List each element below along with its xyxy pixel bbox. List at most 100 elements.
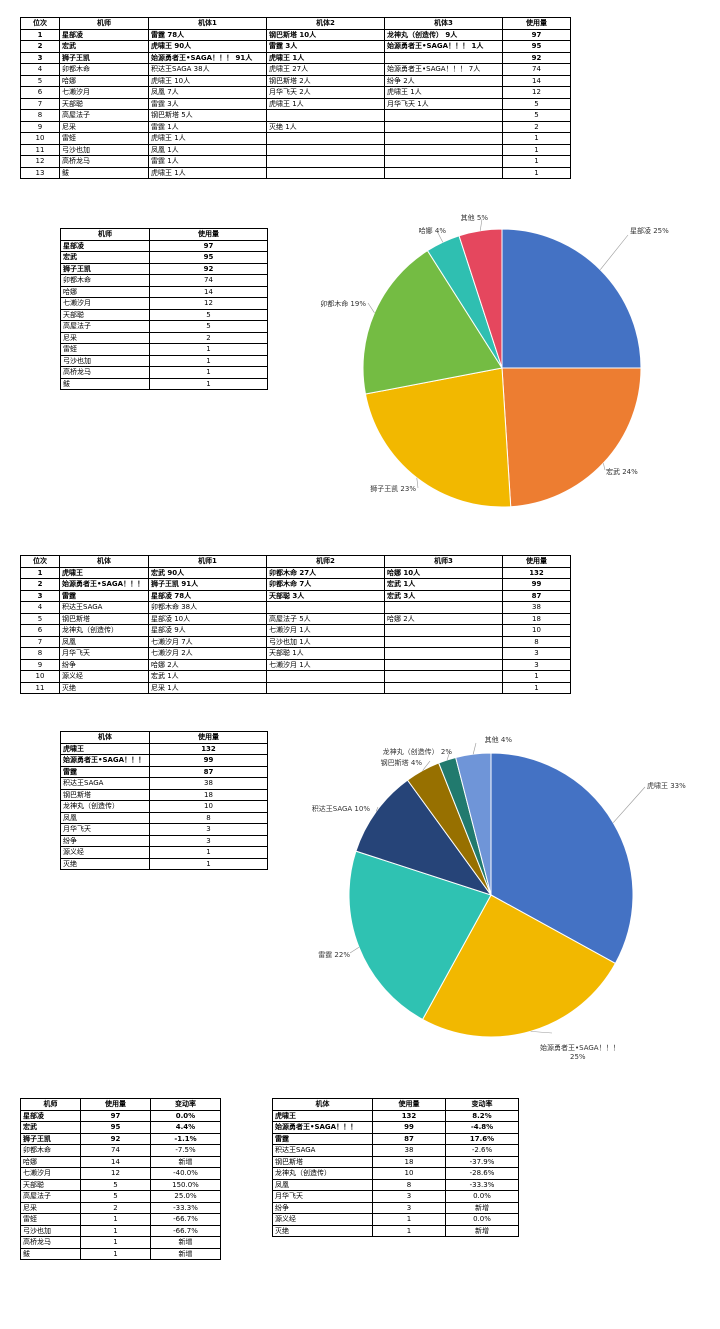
table-cell: 始源勇者王•SAGA！！！ bbox=[59, 578, 149, 591]
pie-slice bbox=[421, 894, 617, 1038]
table-cell: 天部聪 3人 bbox=[266, 589, 385, 602]
column-header: 机体2 bbox=[266, 17, 385, 30]
table-cell: 高屋法子 bbox=[60, 320, 150, 333]
pie-leader-line bbox=[603, 463, 606, 471]
pie-leader-line bbox=[422, 760, 431, 771]
table-cell: 雷霆 1人 bbox=[148, 120, 267, 133]
table-cell: 龙神丸（创造传） 9人 bbox=[384, 28, 503, 41]
table-cell: 5 bbox=[149, 320, 268, 333]
table-row: 灭绝 1 bbox=[60, 857, 268, 870]
table-cell: 10 bbox=[20, 670, 60, 683]
table-cell: 1 bbox=[149, 366, 268, 379]
column-header: 机体 bbox=[59, 555, 149, 568]
table-cell bbox=[266, 143, 385, 156]
table-cell bbox=[384, 155, 503, 168]
table-cell: 8 bbox=[502, 635, 571, 648]
table-cell: 8.2% bbox=[445, 1109, 519, 1122]
table-cell bbox=[384, 670, 503, 683]
table-cell: 74 bbox=[149, 274, 268, 287]
table-cell: 雷霆 78人 bbox=[148, 28, 267, 41]
table-row: 8 月华飞天 七濑汐月 2人 天部聪 1人 3 bbox=[20, 647, 571, 660]
table-cell bbox=[266, 155, 385, 168]
table-cell: 宏武 bbox=[59, 40, 149, 53]
table-cell: 卯都木命 27人 bbox=[266, 566, 385, 579]
machine-share-pie-chart: 虎啸王 33% 始源勇者王•SAGA！！！ 25% 雷霆 22% 积达王SAGA 10%… bbox=[312, 735, 686, 1061]
pie-slice bbox=[501, 228, 642, 369]
table-cell bbox=[384, 109, 503, 122]
table-cell: 99 bbox=[372, 1121, 446, 1134]
table-cell: 74 bbox=[502, 63, 571, 76]
table-cell: -7.5% bbox=[150, 1144, 221, 1157]
table-cell: 87 bbox=[149, 765, 268, 778]
table-cell: 天部聪 1人 bbox=[266, 647, 385, 660]
table-cell: 7 bbox=[20, 635, 60, 648]
table-cell: 哈娜 bbox=[60, 285, 150, 298]
pie-slice-label: 积达王SAGA 10% bbox=[312, 804, 371, 813]
table-row: 积达王SAGA 38 -2.6% bbox=[272, 1144, 519, 1157]
table-cell: 1 bbox=[502, 681, 571, 694]
column-header: 使用量 bbox=[372, 1098, 446, 1111]
table-cell: 卯都木命 bbox=[60, 274, 150, 287]
table-cell: 6 bbox=[20, 86, 60, 99]
table-cell: 鲅 bbox=[59, 166, 149, 179]
table-cell: 92 bbox=[80, 1132, 151, 1145]
column-header: 位次 bbox=[20, 17, 60, 30]
table-row: 13 鲅虎啸王 1人 1 bbox=[20, 166, 571, 179]
table-row: 雷霆 87 bbox=[60, 765, 268, 778]
table-cell: 87 bbox=[502, 589, 571, 602]
table-cell: 1 bbox=[372, 1213, 446, 1226]
pie-slice bbox=[501, 367, 642, 508]
table-cell: 新增 bbox=[150, 1236, 221, 1249]
table-cell: 97 bbox=[149, 239, 268, 252]
table-row: 凤凰 8 -33.3% bbox=[272, 1178, 519, 1191]
table-cell: 11 bbox=[20, 681, 60, 694]
table-cell: 1 bbox=[80, 1247, 151, 1260]
table-cell: 1 bbox=[502, 155, 571, 168]
table-cell: 凤凰 1人 bbox=[148, 143, 267, 156]
table-cell: 宏武 bbox=[20, 1121, 81, 1134]
table-cell: 0.0% bbox=[445, 1190, 519, 1203]
table-cell: 8 bbox=[20, 647, 60, 660]
pie-leader-line bbox=[437, 232, 444, 243]
table-row: 纷争 3 新增 bbox=[272, 1201, 519, 1214]
table-cell bbox=[384, 120, 503, 133]
table-row: 雷霆 87 17.6% bbox=[272, 1132, 519, 1145]
table-cell: 始源勇者王•SAGA！！！ 1人 bbox=[384, 40, 503, 53]
table-cell: 龙神丸（创造传） bbox=[59, 624, 149, 637]
table-cell: 150.0% bbox=[150, 1178, 221, 1191]
table-cell: 天部聪 bbox=[20, 1178, 81, 1191]
column-header: 机师1 bbox=[148, 555, 267, 568]
table-cell: 12 bbox=[149, 297, 268, 310]
pie-slice bbox=[355, 779, 493, 896]
table-cell: 3 bbox=[149, 834, 268, 847]
pie-leader-line bbox=[446, 750, 451, 761]
pie-leader-line bbox=[600, 234, 629, 270]
table-row: 8 高屋法子 钢巴斯塔 5人 5 bbox=[20, 109, 571, 122]
table-cell: 弓沙也加 bbox=[60, 354, 150, 367]
table-cell: 132 bbox=[149, 742, 268, 755]
table-cell: 1 bbox=[149, 857, 268, 870]
table-cell: 1 bbox=[20, 566, 60, 579]
table-cell: 月华飞天 bbox=[59, 647, 149, 660]
table-cell: 74 bbox=[80, 1144, 151, 1157]
table-cell: 月华飞天 2人 bbox=[266, 86, 385, 99]
table-cell: 弓沙也加 bbox=[59, 143, 149, 156]
table-cell: 2 bbox=[149, 331, 268, 344]
table-cell: 8 bbox=[372, 1178, 446, 1191]
table-row: 11 弓沙也加 凤凰 1人 1 bbox=[20, 143, 571, 156]
table-row: 源义经 1 0.0% bbox=[272, 1213, 519, 1226]
column-header: 变动率 bbox=[150, 1098, 221, 1111]
table-row: 钢巴斯塔 18 -37.9% bbox=[272, 1155, 519, 1168]
table-cell: 钢巴斯塔 10人 bbox=[266, 28, 385, 41]
table-cell: 源义经 bbox=[59, 670, 149, 683]
table-cell: 5 bbox=[80, 1178, 151, 1191]
table-cell: 新增 bbox=[445, 1201, 519, 1214]
pie-slice-label: 其他 4% bbox=[485, 735, 513, 744]
table-row: 源义经 1 bbox=[60, 846, 268, 859]
table-cell: 始源勇者王•SAGA！！！ 7人 bbox=[384, 63, 503, 76]
table-cell bbox=[384, 635, 503, 648]
pie-slice-label: 虎啸王 33% bbox=[647, 781, 686, 790]
table-cell: 凤凰 bbox=[60, 811, 150, 824]
table-row: 12 高桥龙马 雷霆 1人 1 bbox=[20, 155, 571, 168]
table-cell: 七濑汐月 2人 bbox=[148, 647, 267, 660]
